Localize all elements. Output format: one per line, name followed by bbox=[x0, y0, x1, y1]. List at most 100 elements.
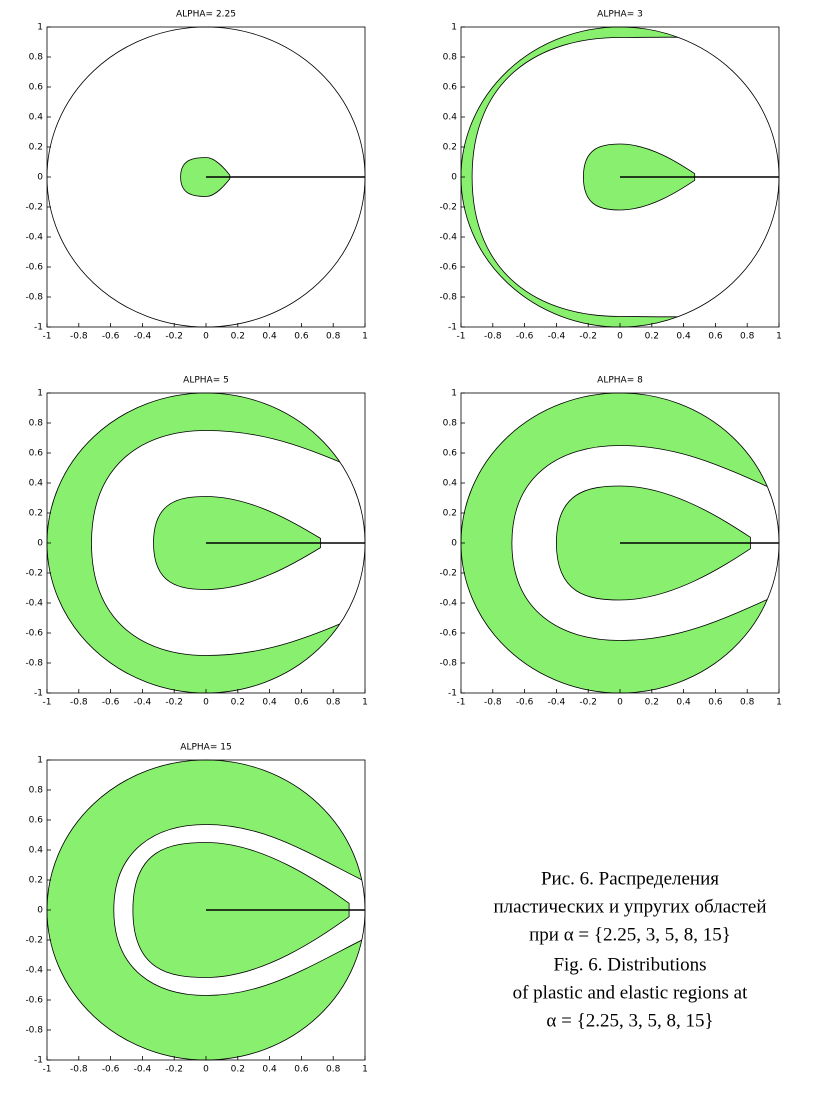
x-tick-label: -1 bbox=[457, 698, 466, 708]
y-tick-label: 0.4 bbox=[443, 479, 458, 489]
x-tick-label: 1 bbox=[362, 698, 368, 708]
y-tick-label: -0.6 bbox=[439, 263, 457, 273]
y-tick-label: -0.2 bbox=[439, 203, 457, 213]
y-tick-label: -1 bbox=[448, 323, 457, 333]
plot-title: ALPHA= 3 bbox=[597, 10, 643, 20]
caption-line: α = {2.25, 3, 5, 8, 15} bbox=[546, 1010, 713, 1031]
x-tick-label: -0.8 bbox=[70, 1065, 88, 1075]
y-tick-label: -1 bbox=[448, 689, 457, 699]
x-tick-label: -0.6 bbox=[516, 332, 534, 342]
y-tick-label: -0.4 bbox=[25, 966, 43, 976]
x-tick-label: 0.6 bbox=[294, 698, 309, 708]
caption-line: пластических и упругих областей bbox=[493, 896, 766, 917]
y-tick-label: 0 bbox=[451, 173, 457, 183]
y-tick-label: 0.2 bbox=[29, 143, 43, 153]
x-tick-label: 0.6 bbox=[708, 698, 723, 708]
x-tick-label: -0.2 bbox=[579, 332, 597, 342]
y-tick-label: 1 bbox=[37, 756, 43, 766]
x-tick-label: -0.4 bbox=[548, 332, 566, 342]
y-tick-label: 0.8 bbox=[443, 53, 458, 63]
subplot: ALPHA= 2.25 -1 -0.8 -0.6 -0.4 -0.2 0 0.2 0.4 0.6 0… bbox=[25, 10, 367, 342]
caption-line: of plastic and elastic regions at bbox=[513, 982, 749, 1003]
x-tick-label: 0.8 bbox=[740, 698, 755, 708]
y-tick-label: 0.4 bbox=[29, 846, 44, 856]
x-tick-label: -0.6 bbox=[102, 698, 120, 708]
y-tick-label: 0.4 bbox=[29, 479, 44, 489]
y-tick-label: -0.2 bbox=[439, 569, 457, 579]
x-tick-label: -0.6 bbox=[516, 698, 534, 708]
y-tick-label: 0 bbox=[37, 906, 43, 916]
y-tick-label: 0 bbox=[451, 539, 457, 549]
x-tick-label: -0.4 bbox=[134, 1065, 152, 1075]
y-tick-label: -1 bbox=[34, 689, 43, 699]
y-tick-label: 0.4 bbox=[29, 113, 44, 123]
y-tick-label: -0.2 bbox=[25, 936, 43, 946]
x-tick-label: -0.6 bbox=[102, 332, 120, 342]
y-tick-label: -0.8 bbox=[25, 659, 43, 669]
y-tick-label: -0.2 bbox=[25, 569, 43, 579]
x-tick-label: -0.4 bbox=[134, 698, 152, 708]
x-tick-label: 0.4 bbox=[676, 698, 691, 708]
y-tick-label: 0.2 bbox=[443, 143, 457, 153]
x-tick-label: 0.2 bbox=[645, 332, 659, 342]
plot-title: ALPHA= 15 bbox=[180, 743, 231, 753]
y-tick-label: 0 bbox=[37, 173, 43, 183]
x-tick-label: 0.4 bbox=[676, 332, 691, 342]
y-tick-label: -0.4 bbox=[439, 233, 457, 243]
y-tick-label: 0 bbox=[37, 539, 43, 549]
y-tick-label: -0.2 bbox=[25, 203, 43, 213]
y-tick-label: 0.8 bbox=[443, 419, 458, 429]
x-tick-label: -0.2 bbox=[165, 698, 183, 708]
y-tick-label: 0.4 bbox=[443, 113, 458, 123]
y-tick-label: -0.6 bbox=[439, 629, 457, 639]
x-tick-label: -0.2 bbox=[579, 698, 597, 708]
x-tick-label: 0.8 bbox=[326, 1065, 341, 1075]
x-tick-label: 1 bbox=[776, 698, 782, 708]
x-tick-label: 0 bbox=[203, 1065, 209, 1075]
x-tick-label: -0.4 bbox=[548, 698, 566, 708]
y-tick-label: -0.6 bbox=[25, 263, 43, 273]
caption-line: при α = {2.25, 3, 5, 8, 15} bbox=[529, 924, 731, 945]
x-tick-label: -0.8 bbox=[70, 332, 88, 342]
x-tick-label: -1 bbox=[43, 332, 52, 342]
x-tick-label: 0.6 bbox=[294, 332, 309, 342]
subplot: ALPHA= 5 -1 -0.8 -0.6 -0.4 -0.2 0 0.2 0.4 0.6 0.8 1… bbox=[25, 376, 368, 708]
x-tick-label: 0.4 bbox=[262, 698, 277, 708]
x-tick-label: -0.8 bbox=[484, 332, 502, 342]
y-tick-label: -0.6 bbox=[25, 996, 43, 1006]
x-tick-label: -0.8 bbox=[484, 698, 502, 708]
x-tick-label: 0 bbox=[617, 332, 623, 342]
y-tick-label: 1 bbox=[37, 389, 43, 399]
y-tick-label: -0.4 bbox=[25, 233, 43, 243]
y-tick-label: 0.6 bbox=[443, 449, 458, 459]
plot-title: ALPHA= 5 bbox=[183, 376, 229, 386]
x-tick-label: 0.2 bbox=[645, 698, 659, 708]
y-tick-label: -0.8 bbox=[25, 293, 43, 303]
caption-line: Рис. 6. Распределения bbox=[541, 868, 719, 889]
x-tick-label: -0.8 bbox=[70, 698, 88, 708]
x-tick-label: -0.2 bbox=[165, 1065, 183, 1075]
x-tick-label: -1 bbox=[457, 332, 466, 342]
x-tick-label: -1 bbox=[43, 1065, 52, 1075]
subplot: ALPHA= 15 -1 -0.8 -0.6 -0.4 -0.2 0 0.2 0.4 0.6 0.8… bbox=[25, 743, 367, 1075]
y-tick-label: 0.6 bbox=[443, 83, 458, 93]
y-tick-label: -0.4 bbox=[25, 599, 43, 609]
x-tick-label: 0.6 bbox=[708, 332, 723, 342]
caption-line: Fig. 6. Distributions bbox=[553, 954, 706, 975]
y-tick-label: 0.6 bbox=[29, 449, 44, 459]
x-tick-label: 0.8 bbox=[740, 332, 755, 342]
x-tick-label: -0.4 bbox=[134, 332, 152, 342]
x-tick-label: 0.4 bbox=[262, 1065, 277, 1075]
y-tick-label: -0.6 bbox=[25, 629, 43, 639]
y-tick-label: 0.2 bbox=[29, 509, 43, 519]
y-tick-label: 0.8 bbox=[29, 419, 44, 429]
y-tick-label: -1 bbox=[34, 323, 43, 333]
x-tick-label: 0.2 bbox=[231, 698, 245, 708]
x-tick-label: -0.6 bbox=[102, 1065, 120, 1075]
x-tick-label: -0.2 bbox=[165, 332, 183, 342]
y-tick-label: -1 bbox=[34, 1056, 43, 1066]
x-tick-label: 1 bbox=[776, 332, 782, 342]
x-tick-label: 0.6 bbox=[294, 1065, 309, 1075]
subplot: ALPHA= 3 -1 -0.8 -0.6 -0.4 -0.2 0 0.2 0.4 0.6 0.8 1… bbox=[439, 10, 782, 342]
